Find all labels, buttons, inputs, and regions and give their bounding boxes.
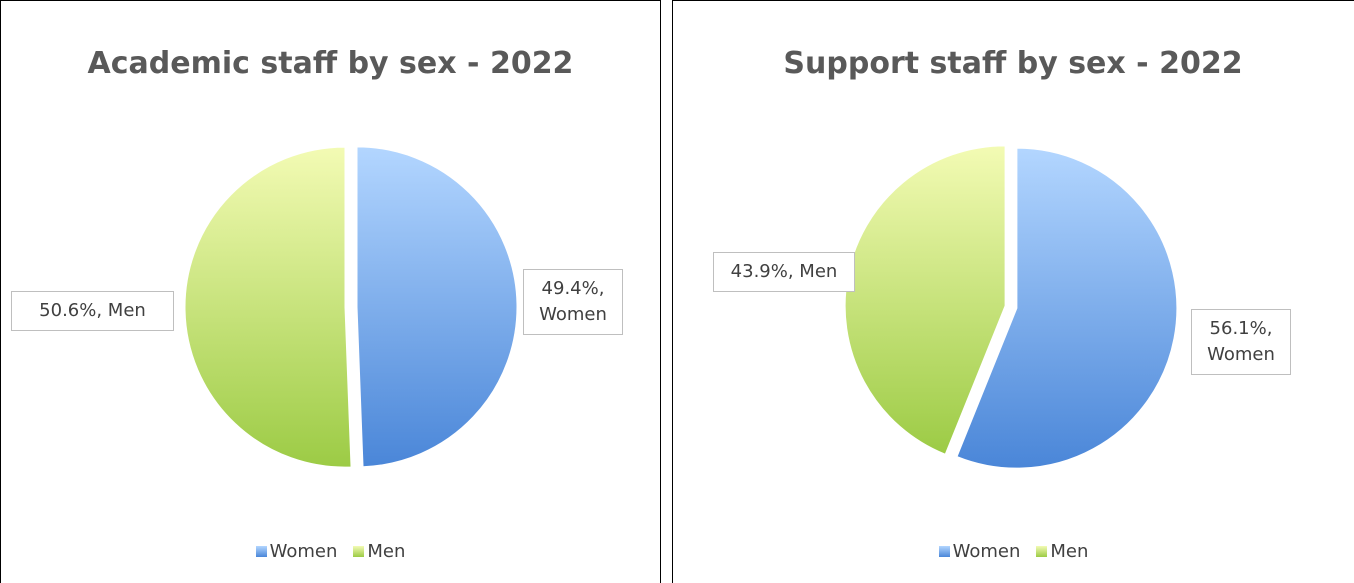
legend-label: Men [1050, 541, 1089, 562]
chart-panel: Academic staff by sex - 2022 49.4%, Women… [0, 0, 661, 583]
legend-swatch [938, 546, 950, 557]
legend-item: Men [353, 541, 405, 562]
legend: Women Men [673, 541, 1354, 562]
legend-swatch [353, 546, 365, 557]
legend-label: Men [367, 541, 406, 562]
legend-label: Women [269, 541, 338, 562]
chart-panel: Support staff by sex - 2022 56.1%, Women 4… [672, 0, 1354, 583]
chart: Academic staff by sex - 2022 [88, 46, 574, 468]
data-label: 43.9%, Men [713, 252, 855, 292]
data-label: 56.1%, Women [1191, 309, 1291, 375]
legend: Women Men [1, 541, 660, 562]
legend-item: Women [255, 541, 338, 562]
chart-title: Academic staff by sex - 2022 [88, 46, 574, 81]
pie-slice [956, 147, 1178, 469]
legend-label: Women [952, 541, 1021, 562]
pie-slice [184, 146, 352, 468]
legend-item: Men [1036, 541, 1088, 562]
data-label: 50.6%, Men [11, 291, 174, 331]
chart-title: Support staff by sex - 2022 [783, 46, 1242, 81]
legend-swatch [1036, 546, 1048, 557]
chart: Support staff by sex - 2022 [783, 46, 1243, 469]
data-label: 49.4%, Women [523, 269, 623, 335]
legend-item: Women [938, 541, 1021, 562]
legend-swatch [255, 546, 267, 557]
pie-slice [356, 146, 518, 468]
